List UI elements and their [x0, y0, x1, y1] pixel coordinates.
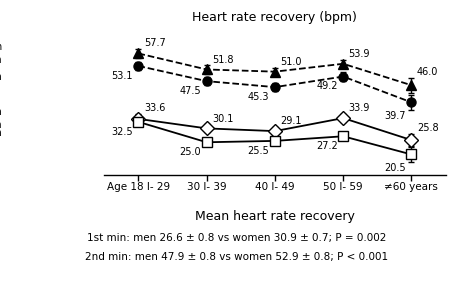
- Text: 30.1: 30.1: [212, 114, 234, 124]
- Text: 49.2: 49.2: [316, 81, 337, 91]
- Text: 2nd min
women: 2nd min women: [0, 42, 2, 65]
- Text: 33.6: 33.6: [144, 103, 165, 113]
- Text: 51.8: 51.8: [212, 55, 234, 65]
- Text: men: men: [0, 72, 2, 82]
- Text: 53.1: 53.1: [111, 71, 133, 81]
- Text: 25.8: 25.8: [417, 123, 438, 133]
- Text: 2nd min: men 47.9 ± 0.8 vs women 52.9 ± 0.8; P < 0.001: 2nd min: men 47.9 ± 0.8 vs women 52.9 ± …: [85, 252, 389, 262]
- Title: Heart rate recovery (bpm): Heart rate recovery (bpm): [192, 11, 357, 24]
- Text: 39.7: 39.7: [384, 111, 406, 121]
- Text: 51.0: 51.0: [281, 57, 302, 67]
- Text: 1st min
women: 1st min women: [0, 107, 2, 131]
- Text: ≠60 years: ≠60 years: [384, 182, 438, 192]
- Text: 53.9: 53.9: [349, 49, 370, 59]
- Text: 46.0: 46.0: [417, 67, 438, 77]
- Text: 27.2: 27.2: [316, 141, 337, 151]
- Text: 20.5: 20.5: [384, 163, 406, 173]
- Text: 40 l- 49: 40 l- 49: [255, 182, 295, 192]
- Text: 47.5: 47.5: [180, 86, 201, 96]
- Text: Age 18 l- 29: Age 18 l- 29: [107, 182, 170, 192]
- Text: 32.5: 32.5: [111, 127, 133, 137]
- Text: 57.7: 57.7: [144, 38, 165, 48]
- Text: 45.3: 45.3: [248, 92, 269, 102]
- Text: 33.9: 33.9: [349, 103, 370, 113]
- Text: 50 l- 59: 50 l- 59: [323, 182, 363, 192]
- Text: 25.0: 25.0: [180, 147, 201, 157]
- Text: men: men: [0, 128, 2, 138]
- Text: 30 l- 39: 30 l- 39: [187, 182, 227, 192]
- Text: Mean heart rate recovery: Mean heart rate recovery: [195, 210, 355, 223]
- Text: 29.1: 29.1: [281, 116, 302, 126]
- Text: 1st min: men 26.6 ± 0.8 vs women 30.9 ± 0.7; P = 0.002: 1st min: men 26.6 ± 0.8 vs women 30.9 ± …: [87, 233, 387, 243]
- Text: 25.5: 25.5: [248, 146, 269, 156]
